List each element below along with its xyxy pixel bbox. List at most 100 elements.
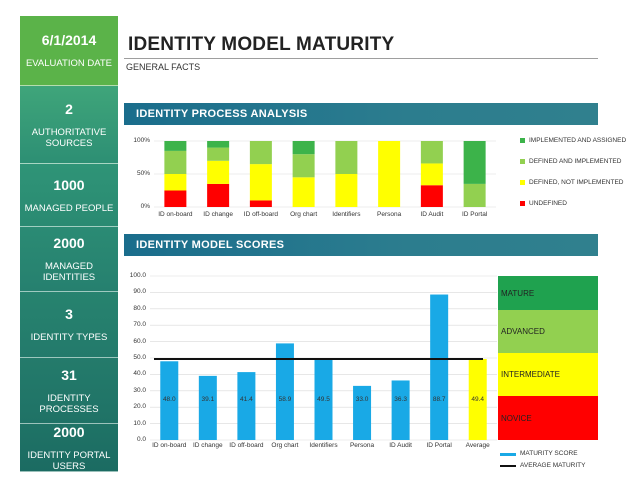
legend-label: DEFINED AND IMPLEMENTED (529, 158, 622, 165)
page-subtitle: GENERAL FACTS (126, 62, 201, 72)
bar-value-label: 58.9 (278, 396, 292, 403)
zone-intermediate: INTERMEDIATE (498, 353, 598, 396)
x-tick-label: ID off-board (229, 442, 264, 449)
zone-novice: NOVICE (498, 396, 598, 440)
score-bar (391, 380, 410, 440)
y-tick-label: 20.0 (133, 403, 146, 411)
x-tick-label: ID change (203, 211, 233, 218)
y-tick-label: 40.0 (133, 370, 146, 378)
stacked-bar-segment (463, 141, 486, 184)
legend-swatch (520, 201, 525, 206)
y-tick-label: 90.0 (133, 288, 146, 296)
stacked-bar-segment (164, 150, 187, 174)
x-tick-label: Org chart (290, 211, 318, 218)
stacked-bar-segment (292, 141, 315, 155)
y-tick-label: 80.0 (133, 304, 146, 312)
y-tick-label: 0.0 (136, 436, 146, 443)
legend-line (500, 465, 516, 467)
score-bar (430, 294, 449, 440)
legend-line (500, 453, 516, 456)
tile-evaluation-date: 6/1/2014 EVALUATION DATE (20, 16, 118, 86)
y-tick-label: 50.0 (133, 354, 146, 361)
bar-value-label: 33.0 (355, 396, 369, 403)
x-tick-label: Persona (349, 442, 375, 449)
stacked-bar-segment (292, 177, 315, 207)
tile-value: 1000 (53, 176, 85, 193)
zone-label: INTERMEDIATE (501, 370, 560, 379)
bar-value-label: 36.3 (394, 396, 407, 403)
stacked-bar-segment (164, 190, 187, 207)
tile-label: AUTHORITATIVE SOURCES (31, 126, 107, 149)
stacked-bar-segment (207, 141, 230, 148)
stacked-bar-segment (207, 160, 230, 184)
legend-label: DEFINED, NOT IMPLEMENTED (529, 179, 624, 186)
x-tick-label: Identifiers (332, 211, 361, 218)
tile-managed-people: 1000 MANAGED PEOPLE (20, 164, 118, 227)
x-tick-label: ID Audit (389, 442, 412, 449)
score-bar (198, 375, 217, 440)
model-scores-header: IDENTITY MODEL SCORES (124, 234, 598, 256)
stacked-bar-segment (420, 141, 443, 164)
title-divider (124, 58, 598, 59)
tile-value: 3 (65, 306, 73, 322)
stacked-bar-segment (335, 141, 358, 174)
tile-identity-portal-users: 2000 IDENTITY PORTAL USERS (20, 424, 118, 472)
tile-managed-identities: 2000 MANAGED IDENTITIES (20, 227, 118, 292)
y-tick-label: 30.0 (133, 386, 146, 394)
x-tick-label: Identifiers (309, 442, 338, 449)
y-tick-label: 100.0 (129, 272, 146, 279)
legend-label: AVERAGE MATURITY (520, 462, 586, 469)
stacked-bar-segment (164, 141, 187, 151)
x-tick-label: Persona (377, 211, 402, 218)
stacked-bar-segment (207, 183, 230, 207)
y-tick-label: 10.0 (133, 419, 146, 427)
stacked-bar-segment (249, 164, 272, 201)
x-tick-label: ID on-board (152, 442, 187, 449)
zone-label: MATURE (501, 288, 535, 298)
zone-label: ADVANCED (501, 327, 545, 336)
x-tick-label: Average (465, 442, 490, 449)
tile-value: 31 (61, 366, 77, 383)
x-tick-label: ID Portal (426, 442, 452, 449)
x-tick-label: ID Portal (461, 211, 488, 218)
stacked-bar-segment (292, 154, 315, 178)
x-tick-label: ID change (193, 442, 223, 449)
x-tick-label: ID Audit (420, 211, 444, 218)
y-tick-label: 70.0 (133, 321, 146, 329)
zone-mature: MATURE (498, 276, 598, 310)
y-tick-label: 50% (136, 170, 150, 177)
score-bar (160, 361, 179, 440)
stacked-bar-segment (249, 200, 272, 207)
tile-authoritative-sources: 2 AUTHORITATIVE SOURCES (20, 86, 118, 164)
tile-label: MANAGED IDENTITIES (42, 261, 96, 283)
stacked-bar-segment (378, 141, 401, 207)
y-tick-label: 0% (140, 203, 150, 210)
stacked-bar-segment (335, 174, 358, 207)
bar-value-label: 39.1 (201, 396, 215, 403)
x-tick-label: Org chart (271, 442, 299, 449)
bar-value-label: 49.4 (471, 396, 485, 403)
bar-value-label: 88.7 (432, 396, 446, 403)
stacked-bar-segment (207, 147, 230, 161)
score-bar (314, 358, 333, 440)
y-tick-label: 100% (133, 137, 150, 144)
tile-label: IDENTITY PORTAL USERS (27, 449, 111, 472)
score-bar (237, 372, 256, 440)
tile-identity-processes: 31 IDENTITY PROCESSES (20, 358, 118, 424)
legend-label: UNDEFINED (529, 200, 567, 207)
tile-label: EVALUATION DATE (25, 58, 113, 69)
stacked-bar-segment (463, 183, 486, 207)
x-tick-label: ID off-board (243, 211, 278, 218)
tile-value: 2000 (53, 423, 85, 440)
sidebar: 6/1/2014 EVALUATION DATE 2 AUTHORITATIVE… (20, 16, 118, 472)
tile-value: 2 (65, 100, 73, 117)
tile-value: 2000 (53, 235, 85, 251)
bar-value-label: 48.0 (162, 396, 176, 403)
zone-advanced: ADVANCED (498, 310, 598, 353)
stacked-bar-segment (420, 185, 443, 207)
bar-value-label: 49.5 (317, 396, 330, 403)
score-bar (353, 385, 372, 440)
score-bar (275, 343, 294, 440)
legend-label: IMPLEMENTED AND ASSIGNED (529, 137, 627, 144)
